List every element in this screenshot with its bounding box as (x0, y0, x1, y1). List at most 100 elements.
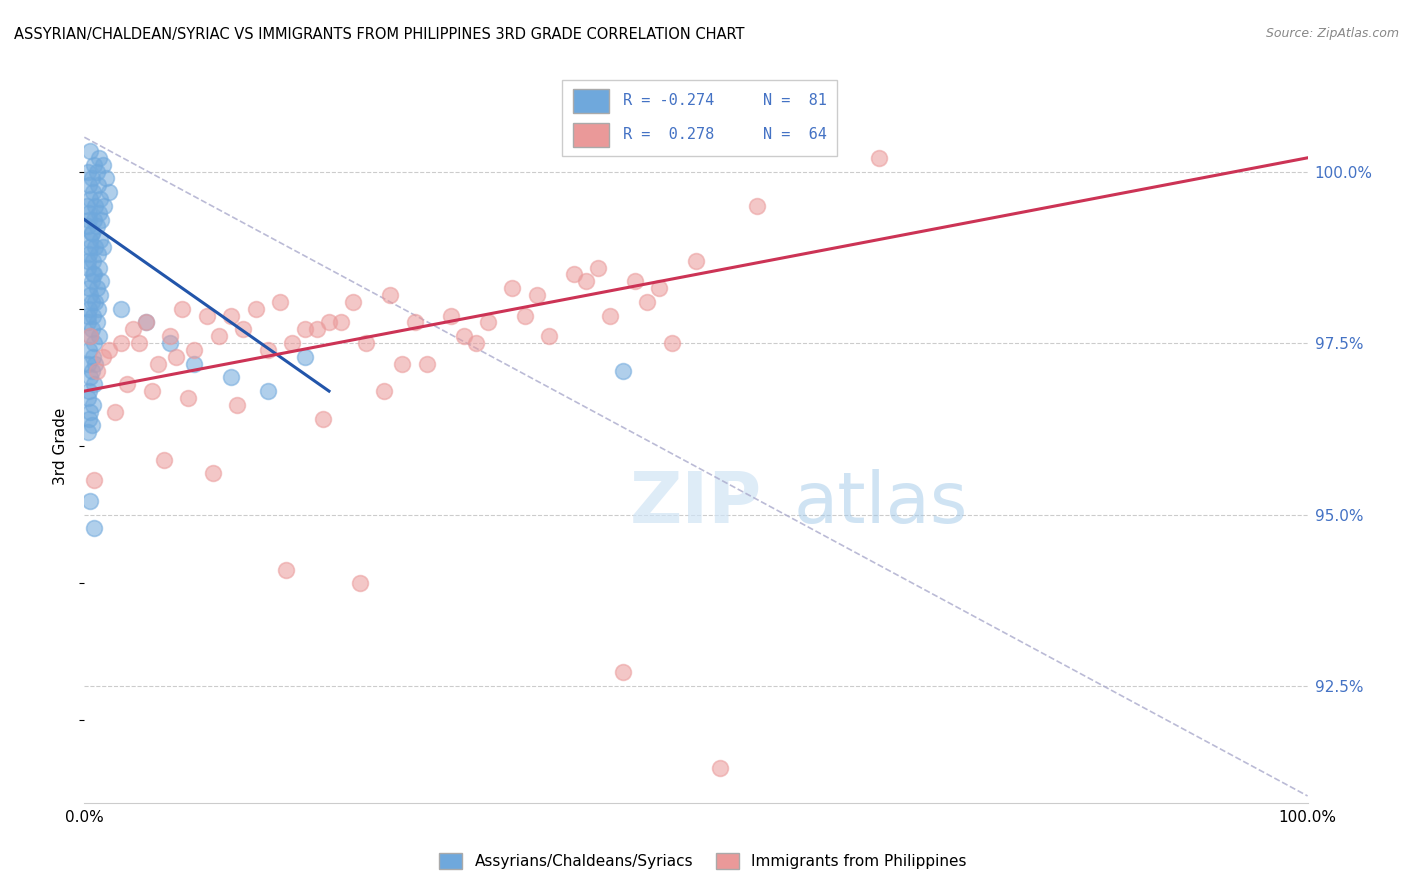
Point (232, 322, 254, 336)
Point (79, 192, 101, 206)
Point (226, 398, 249, 412)
Point (86, 316, 108, 330)
Point (84, 240, 107, 254)
Point (440, 309, 463, 323)
Point (84, 357, 107, 371)
Point (219, 309, 242, 323)
Point (87, 205, 110, 219)
Point (87, 178, 110, 193)
Point (562, 268, 585, 282)
Point (79, 370, 101, 384)
Point (80, 418, 103, 433)
Point (86, 281, 108, 295)
Point (612, 363, 634, 377)
Point (294, 350, 316, 364)
Point (342, 294, 364, 309)
Point (82, 350, 104, 364)
Point (257, 343, 280, 357)
Point (115, 377, 138, 392)
Point (77, 309, 100, 323)
Point (80, 227, 103, 241)
Point (502, 281, 524, 295)
Point (83, 158, 105, 172)
Point (586, 260, 609, 275)
Point (77, 164, 100, 178)
Point (83, 473, 105, 487)
Point (80, 322, 103, 336)
Point (165, 350, 187, 364)
Point (77, 178, 100, 193)
Point (79, 233, 101, 247)
Point (84, 199, 107, 213)
Point (464, 336, 486, 351)
Text: R =  0.278: R = 0.278 (623, 128, 714, 143)
Point (526, 288, 548, 302)
Point (624, 274, 647, 288)
Point (83, 212, 105, 227)
Point (538, 329, 561, 343)
Point (87, 247, 110, 261)
Point (201, 467, 224, 481)
Point (159, 336, 181, 351)
Point (80, 294, 103, 309)
Point (391, 357, 413, 371)
Point (77, 411, 100, 425)
Point (305, 322, 328, 336)
Point (636, 294, 658, 309)
Text: Source: ZipAtlas.com: Source: ZipAtlas.com (1265, 27, 1399, 40)
Point (245, 301, 267, 316)
Point (747, 199, 769, 213)
Text: R = -0.274: R = -0.274 (623, 94, 714, 108)
Point (77, 343, 100, 357)
Point (177, 391, 200, 405)
Point (281, 336, 304, 351)
Point (77, 391, 100, 405)
Point (80, 171, 103, 186)
Point (79, 494, 101, 508)
Point (86, 219, 108, 234)
Point (77, 425, 100, 440)
Point (77, 212, 100, 227)
Point (80, 363, 103, 377)
Point (648, 281, 671, 295)
Point (77, 253, 100, 268)
Text: ZIP: ZIP (630, 468, 762, 538)
Point (87, 329, 110, 343)
Point (77, 384, 100, 398)
Point (709, 762, 731, 776)
Point (146, 357, 169, 371)
Point (79, 329, 101, 343)
Point (477, 316, 499, 330)
Text: N =  64: N = 64 (762, 128, 827, 143)
Point (82, 268, 104, 282)
Point (110, 301, 132, 316)
Point (276, 562, 298, 576)
Bar (574, 88, 609, 113)
Y-axis label: 3rd Grade: 3rd Grade (53, 408, 69, 484)
Point (153, 452, 176, 467)
Point (83, 268, 105, 282)
Point (172, 301, 194, 316)
Point (373, 384, 395, 398)
Point (77, 281, 100, 295)
Point (97, 185, 120, 199)
Point (77, 205, 100, 219)
Point (135, 316, 157, 330)
Point (87, 301, 110, 316)
Point (159, 329, 181, 343)
Point (93, 199, 115, 213)
Point (91, 350, 114, 364)
Point (90, 274, 112, 288)
Point (77, 301, 100, 316)
Point (86, 363, 108, 377)
Point (96, 171, 118, 186)
Point (83, 521, 105, 535)
Text: atlas: atlas (794, 468, 969, 538)
Point (183, 357, 205, 371)
Point (354, 336, 377, 351)
Point (80, 227, 103, 241)
Point (87, 151, 110, 165)
Point (330, 316, 353, 330)
Point (82, 398, 104, 412)
Legend: Assyrians/Chaldeans/Syriacs, Immigrants from Philippines: Assyrians/Chaldeans/Syriacs, Immigrants … (433, 847, 973, 875)
